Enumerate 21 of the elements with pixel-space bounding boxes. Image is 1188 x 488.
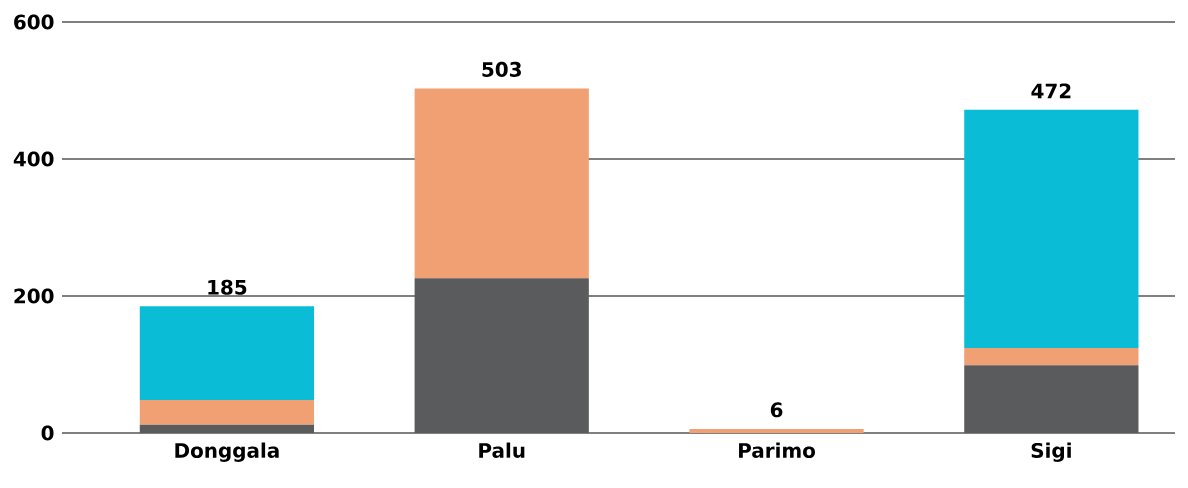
bar bbox=[139, 306, 315, 401]
x-tick-label: Palu bbox=[479, 442, 525, 458]
bar bbox=[139, 424, 315, 433]
total-label: 503 bbox=[482, 61, 521, 77]
bar bbox=[964, 348, 1139, 366]
x-tick-label: Parimo bbox=[739, 442, 816, 458]
total-label: 6 bbox=[770, 402, 783, 418]
y-tick-label: 200 bbox=[14, 288, 54, 304]
bar bbox=[964, 365, 1139, 433]
bar bbox=[414, 88, 589, 279]
bar bbox=[964, 109, 1139, 349]
x-tick-label: Sigi bbox=[1031, 442, 1071, 462]
bar bbox=[139, 400, 315, 425]
x-tick-label: Donggala bbox=[175, 442, 279, 462]
y-tick-label: 400 bbox=[13, 151, 54, 167]
y-tick-label: 600 bbox=[14, 14, 54, 30]
bar bbox=[414, 278, 589, 433]
y-tick-label: 0 bbox=[41, 425, 54, 441]
total-label: 185 bbox=[208, 279, 247, 295]
total-label: 472 bbox=[1031, 83, 1071, 99]
bar bbox=[689, 428, 864, 433]
